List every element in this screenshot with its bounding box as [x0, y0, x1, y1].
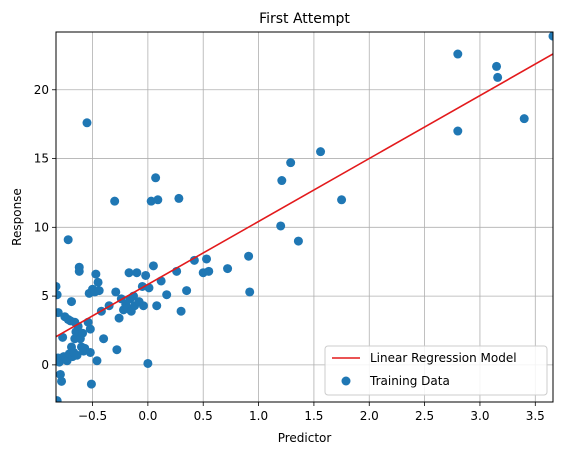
x-axis-label: Predictor: [278, 431, 332, 445]
training-data-point: [56, 290, 62, 300]
training-data-point: [92, 356, 102, 366]
training-data-point: [138, 301, 148, 311]
training-data-point: [493, 72, 503, 82]
training-data-point: [111, 287, 121, 297]
training-data-point: [73, 321, 83, 331]
x-tick-label: 0.5: [194, 409, 213, 423]
training-data-point: [86, 379, 96, 389]
x-tick-label: 3.5: [526, 409, 545, 423]
training-data-point: [152, 301, 162, 311]
training-data-point: [143, 358, 153, 368]
training-data-point: [189, 255, 199, 265]
training-data-point: [286, 158, 296, 168]
training-data-point: [56, 369, 65, 379]
training-data-point: [202, 254, 212, 264]
training-data-point: [519, 114, 529, 124]
training-data-point: [85, 347, 95, 357]
training-data-point: [63, 235, 73, 245]
y-axis-label: Response: [10, 188, 24, 246]
training-data-point: [94, 286, 104, 296]
y-tick-label: 10: [34, 220, 49, 234]
x-tick-label: 2.0: [360, 409, 379, 423]
training-data-point: [245, 287, 255, 297]
training-data-point: [204, 266, 214, 276]
legend-box: [324, 345, 548, 396]
training-data-point: [453, 49, 463, 59]
training-data-point: [244, 251, 254, 261]
legend: Linear Regression Model Training Data: [324, 345, 548, 396]
training-data-point: [548, 32, 553, 41]
data-layer: [56, 32, 553, 402]
x-tick-label: 1.5: [304, 409, 323, 423]
training-data-point: [176, 306, 186, 316]
training-data-point: [223, 264, 233, 274]
training-data-point: [174, 193, 184, 203]
training-data-point: [337, 195, 347, 205]
x-tick-label: 2.5: [415, 409, 434, 423]
training-data-point: [85, 324, 95, 334]
grid: [56, 32, 553, 402]
x-tick-label: 1.0: [249, 409, 268, 423]
plot-area: [56, 32, 553, 402]
training-data-point: [492, 61, 502, 71]
training-data-point: [276, 221, 286, 231]
training-data-point: [72, 350, 82, 360]
training-data-point: [132, 268, 142, 278]
legend-scatter-swatch: [341, 376, 351, 386]
training-data-point: [293, 236, 303, 246]
training-data-point: [82, 118, 92, 128]
training-data-point: [57, 376, 67, 386]
training-data-point: [66, 297, 76, 307]
training-data-point: [93, 277, 103, 287]
training-data-point: [182, 286, 192, 296]
plot-frame: [55, 31, 554, 403]
training-data-point: [91, 269, 101, 279]
training-data-point: [74, 262, 84, 272]
training-data-point: [151, 173, 161, 183]
training-data-point: [162, 290, 172, 300]
x-tick-label: −0.5: [78, 409, 107, 423]
training-data-point: [277, 176, 287, 186]
training-data-point: [453, 126, 463, 136]
regression-line: [56, 53, 553, 338]
training-data-point: [110, 196, 120, 206]
training-data-point: [114, 313, 124, 323]
x-tick-label: 0.0: [138, 409, 157, 423]
training-data-point: [99, 334, 109, 344]
legend-label-regression: Linear Regression Model: [370, 351, 517, 365]
training-data-point: [124, 268, 134, 278]
training-data-point: [56, 396, 62, 402]
training-data-point: [112, 345, 122, 355]
x-tick-label: 3.0: [470, 409, 489, 423]
training-data-point: [316, 147, 326, 157]
y-tick-label: 15: [34, 152, 49, 166]
legend-label-training: Training Data: [369, 374, 450, 388]
training-data-point: [78, 328, 88, 338]
ticks: −0.5 0.0 0.5 1.0 1.5 2.0 2.5 3.0 3.5 0 5 10 15 20: [34, 83, 545, 423]
training-data-point: [141, 270, 151, 280]
training-data-point: [58, 332, 68, 342]
y-tick-label: 0: [41, 358, 49, 372]
chart-title: First Attempt: [259, 11, 350, 27]
training-data-point: [148, 261, 158, 271]
y-tick-label: 5: [41, 289, 49, 303]
training-data-point: [153, 195, 163, 205]
y-tick-label: 20: [34, 83, 49, 97]
training-data-point: [56, 281, 61, 291]
